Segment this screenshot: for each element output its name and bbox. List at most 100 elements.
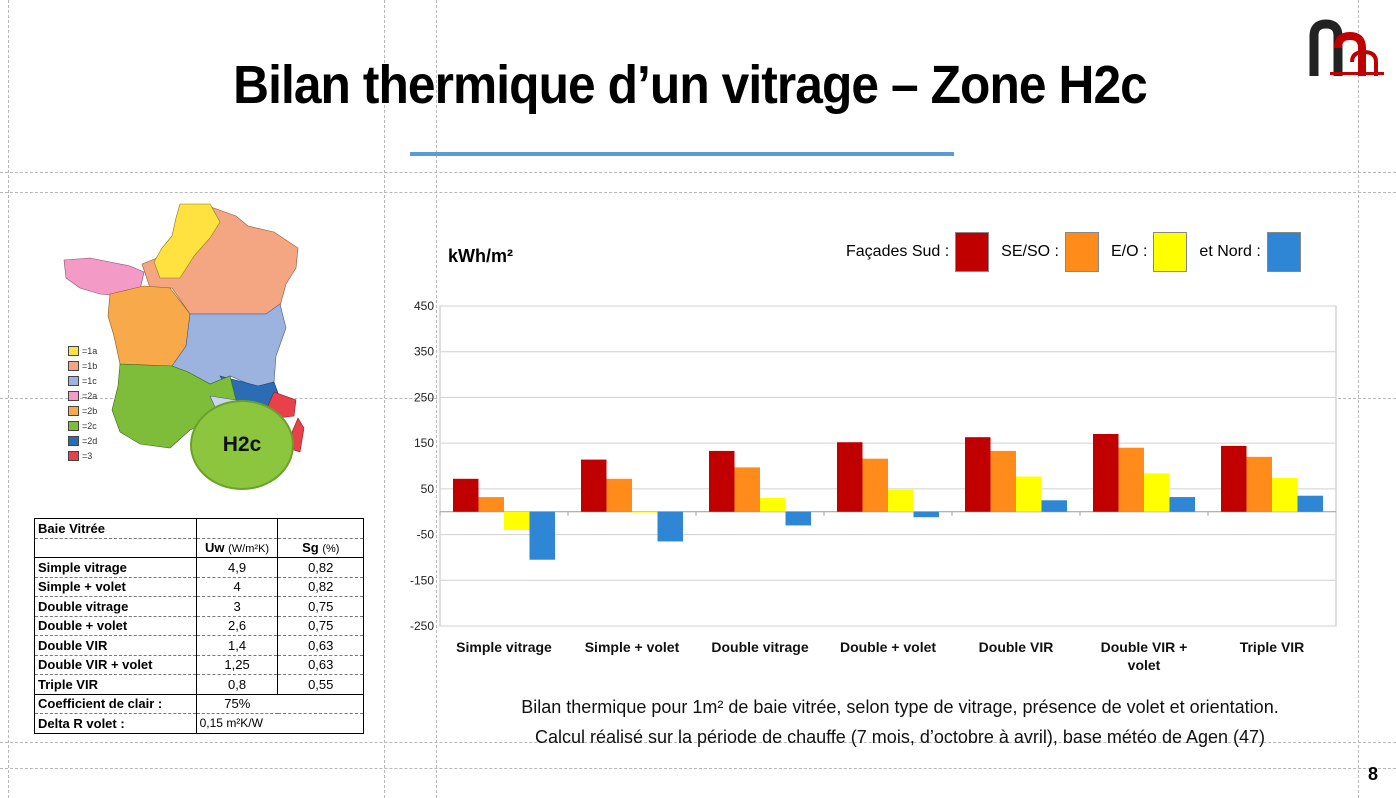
row-name: Double + volet	[34, 616, 197, 636]
y-tick-label: 150	[414, 436, 434, 450]
guide-line	[0, 768, 1396, 769]
glazing-table: Baie Vitrée Uw (W/m²K) Sg (%) Simple vit…	[34, 518, 364, 734]
bar	[785, 511, 811, 526]
chart-caption: Bilan thermique pour 1m² de baie vitrée,…	[440, 692, 1360, 752]
bar	[1041, 500, 1067, 512]
row-sg: 0,55	[277, 674, 364, 695]
table-row: Triple VIR 0,8 0,55	[34, 674, 364, 695]
x-tick-label: Double VIR + volet	[1101, 639, 1188, 673]
x-tick-label: Simple vitrage	[456, 639, 552, 655]
map-legend-label: =2a	[82, 390, 98, 401]
delta-label: Delta R volet :	[34, 713, 197, 733]
x-tick-label: Triple VIR	[1240, 639, 1305, 655]
chart-legend: Façades Sud : SE/SO : E/O : et Nord :	[846, 232, 1313, 272]
y-tick-label: 350	[414, 345, 434, 359]
row-uw: 0,8	[196, 674, 279, 695]
bar	[1118, 447, 1144, 512]
map-legend-item: =2c	[68, 419, 97, 432]
bar	[478, 497, 504, 512]
table-row: Double vitrage 3 0,75	[34, 596, 364, 616]
delta-value: 0,15 m²K/W	[199, 716, 263, 731]
bar	[606, 478, 632, 512]
guide-line	[384, 0, 385, 798]
bar	[1144, 473, 1170, 512]
brand-logo	[1309, 19, 1384, 76]
map-legend-label: =2d	[82, 435, 98, 446]
legend-label-e-o: E/O :	[1110, 243, 1148, 260]
y-tick-label: 450	[414, 299, 434, 313]
row-name: Double vitrage	[34, 596, 197, 616]
bar	[913, 511, 939, 518]
row-name: Simple + volet	[34, 577, 197, 597]
row-uw: 1,25	[196, 655, 279, 675]
map-legend-label: =1a	[82, 345, 98, 356]
legend-swatch-e-o	[1153, 232, 1188, 272]
x-tick-label: Double VIR	[979, 639, 1054, 655]
bar	[504, 511, 530, 530]
bar	[837, 442, 863, 512]
bar	[632, 511, 658, 513]
guide-line	[0, 742, 1396, 743]
map-legend-item: =1a	[68, 344, 97, 357]
row-uw: 1,4	[196, 635, 279, 655]
bar	[529, 511, 555, 560]
caption-line-1: Bilan thermique pour 1m² de baie vitrée,…	[521, 697, 1279, 717]
sg-header: Sg (%)	[277, 538, 364, 558]
caption-line-2: Calcul réalisé sur la période de chauffe…	[534, 727, 1266, 747]
map-legend-label: =2c	[82, 420, 97, 431]
row-sg: 0,63	[277, 655, 364, 675]
row-name: Simple vitrage	[34, 557, 197, 577]
guide-line	[1358, 0, 1359, 798]
legend-label-se-so: SE/SO :	[1001, 243, 1059, 260]
row-sg: 0,82	[277, 577, 364, 597]
table-row: Simple vitrage 4,9 0,82	[34, 557, 364, 577]
map-legend-swatch	[68, 420, 79, 431]
coef-value: 75%	[224, 696, 251, 712]
h2c-callout: H2c	[190, 400, 294, 490]
title-underline	[410, 152, 954, 156]
bar	[965, 437, 991, 512]
map-legend-label: =2b	[82, 405, 98, 416]
map-legend-item: =2d	[68, 434, 97, 447]
table-row: Double VIR + volet 1,25 0,63	[34, 655, 364, 675]
map-legend-item: =1b	[68, 359, 97, 372]
guide-line	[0, 192, 1396, 193]
bar	[453, 478, 479, 512]
bar	[581, 459, 607, 512]
h2c-callout-label: H2c	[222, 433, 262, 456]
map-legend-label: =3	[82, 450, 93, 461]
y-tick-label: -250	[410, 619, 434, 633]
bar-chart: 450 350 250 150 50 -50 -150 -250 Simple vitrage S…	[410, 299, 1337, 673]
y-tick-label: 50	[421, 482, 435, 496]
bar	[734, 467, 760, 512]
map-legend-item: =2b	[68, 404, 97, 417]
row-uw: 4,9	[196, 557, 279, 577]
map-legend-swatch	[68, 450, 79, 461]
bar	[1093, 434, 1119, 512]
table-row: Double + volet 2,6 0,75	[34, 616, 364, 636]
y-tick-label: 250	[414, 390, 434, 404]
x-tick-label: Double + volet	[840, 639, 936, 655]
bar	[888, 489, 914, 512]
bar	[760, 498, 786, 512]
page-number: 8	[1368, 764, 1379, 784]
row-sg: 0,82	[277, 557, 364, 577]
slide-title: Bilan thermique d’un vitrage – Zone H2c	[233, 55, 1148, 115]
bar	[657, 511, 683, 542]
map-legend-swatch	[68, 390, 79, 401]
legend-swatch-nord	[1266, 232, 1301, 272]
row-uw: 4	[196, 577, 279, 597]
map-legend-label: =1c	[82, 375, 97, 386]
chart-y-unit: kWh/m²	[448, 246, 513, 266]
map-legend-swatch	[68, 435, 79, 446]
bar	[1272, 477, 1298, 512]
map-legend-label: =1b	[82, 360, 98, 371]
bar	[862, 458, 888, 512]
bar	[1297, 495, 1323, 512]
bar	[1246, 456, 1272, 512]
row-sg: 0,63	[277, 635, 364, 655]
map-legend-swatch	[68, 360, 79, 371]
row-name: Double VIR	[34, 635, 197, 655]
guide-line	[436, 0, 437, 798]
map-legend: =1a =1b =1c =2a =2b =2c =2d =3	[68, 344, 97, 464]
